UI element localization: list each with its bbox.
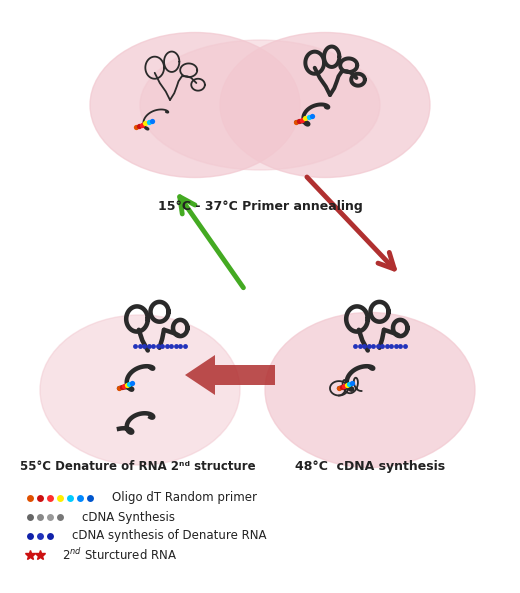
Text: 48°C  cDNA synthesis: 48°C cDNA synthesis — [295, 460, 445, 473]
Ellipse shape — [90, 33, 300, 177]
Ellipse shape — [40, 315, 240, 465]
Text: 2$^{nd}$ Sturctured RNA: 2$^{nd}$ Sturctured RNA — [62, 547, 177, 563]
Text: cDNA Synthesis: cDNA Synthesis — [82, 511, 175, 524]
Text: 15°C - 37°C Primer annealing: 15°C - 37°C Primer annealing — [158, 200, 362, 213]
Ellipse shape — [220, 33, 430, 177]
Text: 55°C Denature of RNA 2ⁿᵈ structure: 55°C Denature of RNA 2ⁿᵈ structure — [20, 460, 256, 473]
Ellipse shape — [265, 313, 475, 467]
Ellipse shape — [140, 40, 380, 170]
Polygon shape — [185, 355, 275, 395]
Text: Oligo dT Random primer: Oligo dT Random primer — [112, 492, 257, 505]
Text: cDNA synthesis of Denature RNA: cDNA synthesis of Denature RNA — [72, 530, 267, 543]
